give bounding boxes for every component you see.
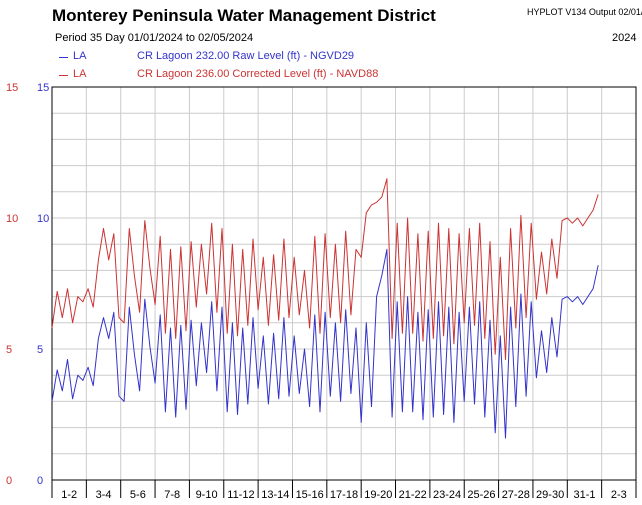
x-tick-label: 11-12 <box>227 489 254 501</box>
program-version: HYPLOT V134 Output 02/01/2024 <box>527 7 642 17</box>
series-corrected-level-line <box>51 178 599 360</box>
x-tick-label: 9-10 <box>196 489 218 501</box>
x-tick-label: 23-24 <box>433 489 461 501</box>
x-tick-label: 13-14 <box>261 489 289 501</box>
x-tick-label: 31-1 <box>573 489 595 501</box>
series-raw-level-line <box>51 248 599 439</box>
plot-frame <box>51 86 637 481</box>
x-tick-label: 7-8 <box>164 489 180 501</box>
x-tick-label: 15-16 <box>296 489 324 501</box>
legend-corrected-site: LA <box>73 68 87 80</box>
legend-corrected-description: CR Lagoon 236.00 Corrected Level (ft) - … <box>137 68 379 80</box>
y-tick-label-inner: 10 <box>37 213 49 225</box>
y-tick-label-inner: 5 <box>37 344 43 356</box>
x-tick-label: 3-4 <box>96 489 112 501</box>
legend-corrected-swatch <box>59 75 68 76</box>
legend-raw-description: CR Lagoon 232.00 Raw Level (ft) - NGVD29 <box>137 50 355 62</box>
y-tick-label-left: 10 <box>6 213 18 225</box>
y-tick-label-left: 5 <box>6 344 12 356</box>
x-tick-label: 1-2 <box>61 489 77 501</box>
y-tick-label-left: 15 <box>6 82 18 94</box>
legend-raw-site: LA <box>73 50 87 62</box>
x-tick-label: 2-3 <box>611 489 627 501</box>
page-title: Monterey Peninsula Water Management Dist… <box>52 6 436 25</box>
y-tick-label-inner: 15 <box>37 82 49 94</box>
y-tick-label-left: 0 <box>6 475 12 487</box>
x-tick-label: 27-28 <box>502 489 530 501</box>
x-tick-label: 21-22 <box>399 489 427 501</box>
legend-raw-swatch <box>59 57 68 58</box>
x-tick-label: 19-20 <box>364 489 392 501</box>
y-tick-label-inner: 0 <box>37 475 43 487</box>
x-tick-label: 17-18 <box>330 489 358 501</box>
x-tick-label: 5-6 <box>130 489 146 501</box>
period-range: Period 35 Day 01/01/2024 to 02/05/2024 <box>55 32 254 44</box>
x-tick-label: 29-30 <box>536 489 564 501</box>
year-label: 2024 <box>612 32 637 44</box>
x-tick-label: 25-26 <box>467 489 495 501</box>
